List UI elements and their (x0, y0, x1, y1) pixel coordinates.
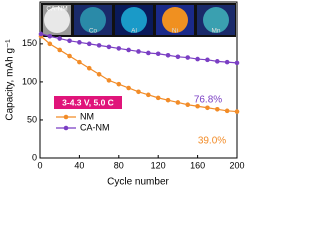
data-point (205, 105, 210, 111)
data-point (215, 106, 220, 112)
legend-marker (63, 114, 69, 120)
inset-particle (80, 7, 106, 33)
page: {"chart_data": {"type": "line", "xlabel"… (4, 1, 245, 188)
x-tick-label: 160 (190, 160, 205, 170)
data-point (77, 40, 82, 45)
data-point (224, 108, 230, 114)
data-point (175, 54, 181, 60)
chart: Capacity, mAh g⁻¹ Cycle number 0 50 100 150… (5, 1, 245, 188)
data-point (106, 78, 112, 83)
data-point (47, 41, 53, 47)
data-point (96, 43, 102, 48)
inset-particle (44, 7, 70, 33)
x-tick-label: 120 (151, 160, 166, 170)
inset-image (41, 3, 236, 37)
data-point (116, 81, 122, 87)
plot-frame (39, 1, 238, 159)
legend-label: CA-NM (80, 122, 110, 132)
y-tick-label: 0 (32, 152, 37, 162)
inset-label: Ni (172, 28, 178, 35)
data-point (195, 103, 200, 109)
data-point (195, 56, 200, 62)
y-tick-label: 50 (27, 114, 37, 124)
data-point (67, 38, 72, 44)
data-point (146, 50, 151, 56)
data-point (38, 31, 44, 37)
data-point (136, 89, 141, 95)
data-point (77, 59, 82, 65)
data-point (155, 95, 161, 101)
inset-label: Co (89, 28, 98, 35)
data-point (57, 47, 62, 53)
x-tick-label: 200 (229, 160, 244, 170)
x-tick-label: 0 (37, 160, 42, 170)
inset-particle (203, 7, 229, 33)
x-tick-label: 40 (74, 160, 84, 170)
inset-label: CA-NM (46, 6, 67, 13)
data-point (106, 44, 112, 50)
data-point (165, 52, 171, 58)
data-point (205, 57, 210, 63)
data-point (67, 53, 72, 59)
retention-label: 76.8% (194, 95, 222, 106)
data-point (175, 100, 181, 105)
y-axis-label: Capacity, mAh g⁻¹ (5, 39, 16, 121)
data-point (47, 33, 53, 39)
data-point (116, 46, 122, 51)
data-point (224, 59, 230, 65)
data-point (234, 109, 240, 114)
y-tick-label: 150 (22, 38, 37, 48)
legend-label: NM (80, 111, 94, 121)
data-point (215, 59, 220, 64)
data-point (86, 41, 92, 47)
data-point (86, 65, 92, 71)
data-point (96, 71, 102, 77)
x-tick-label: 80 (114, 160, 124, 170)
data-point (126, 85, 131, 91)
condition-label: 3-4.3 V, 5.0 C (62, 97, 114, 107)
inset-label: Mn (211, 28, 220, 35)
condition-box (54, 96, 122, 109)
inset-particle (162, 7, 188, 33)
retention-label: 39.0% (198, 136, 226, 147)
data-point (185, 55, 191, 60)
data-point (57, 36, 62, 41)
data-point (185, 102, 191, 108)
data-point (126, 47, 131, 53)
legend-marker (63, 125, 69, 131)
data-point (136, 49, 141, 54)
inset-label: Al (131, 28, 137, 35)
y-tick-label: 100 (22, 76, 37, 86)
data-point (234, 60, 240, 66)
x-axis-label: Cycle number (107, 177, 169, 188)
data-point (155, 51, 161, 57)
data-point (146, 92, 151, 98)
data-point (165, 97, 171, 103)
inset-particle (121, 7, 147, 33)
